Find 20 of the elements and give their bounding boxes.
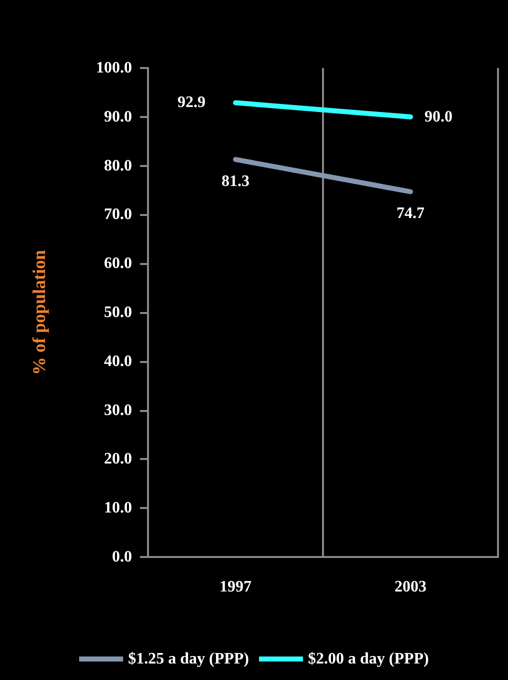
- y-axis-title: % of population: [29, 250, 49, 376]
- y-tick-label: 90.0: [104, 108, 132, 126]
- data-label: 74.7: [396, 205, 424, 222]
- x-tick-label: 1997: [220, 578, 252, 596]
- y-tick-label: 10.0: [104, 500, 132, 517]
- y-tick-label: 20.0: [104, 450, 132, 468]
- y-tick-label: 70.0: [104, 206, 132, 224]
- data-label: 81.3: [222, 172, 250, 190]
- y-tick-label: 100.0: [96, 60, 132, 76]
- data-label: 92.9: [178, 94, 206, 112]
- legend-label: $1.25 a day (PPP): [128, 650, 249, 668]
- y-tick-label: 30.0: [104, 402, 132, 419]
- legend-label: $2.00 a day (PPP): [308, 650, 429, 668]
- x-tick-label: 2003: [394, 578, 426, 596]
- y-tick-label: 0.0: [112, 548, 132, 566]
- y-tick-label: 50.0: [104, 304, 132, 321]
- y-tick-label: 40.0: [104, 352, 132, 370]
- data-label: 90.0: [424, 108, 452, 126]
- y-tick-label: 80.0: [104, 157, 132, 174]
- y-tick-label: 60.0: [104, 255, 132, 272]
